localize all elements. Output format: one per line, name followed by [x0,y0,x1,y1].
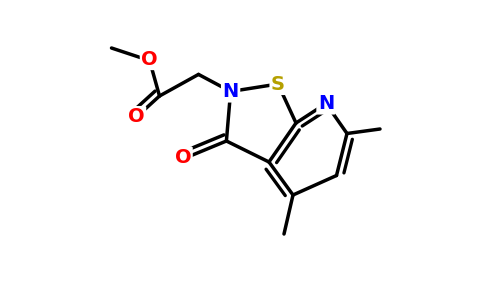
Text: O: O [141,50,158,69]
Text: N: N [318,94,334,113]
Text: N: N [223,82,239,101]
Text: S: S [271,74,285,94]
Text: O: O [175,148,191,167]
Text: O: O [128,107,145,127]
